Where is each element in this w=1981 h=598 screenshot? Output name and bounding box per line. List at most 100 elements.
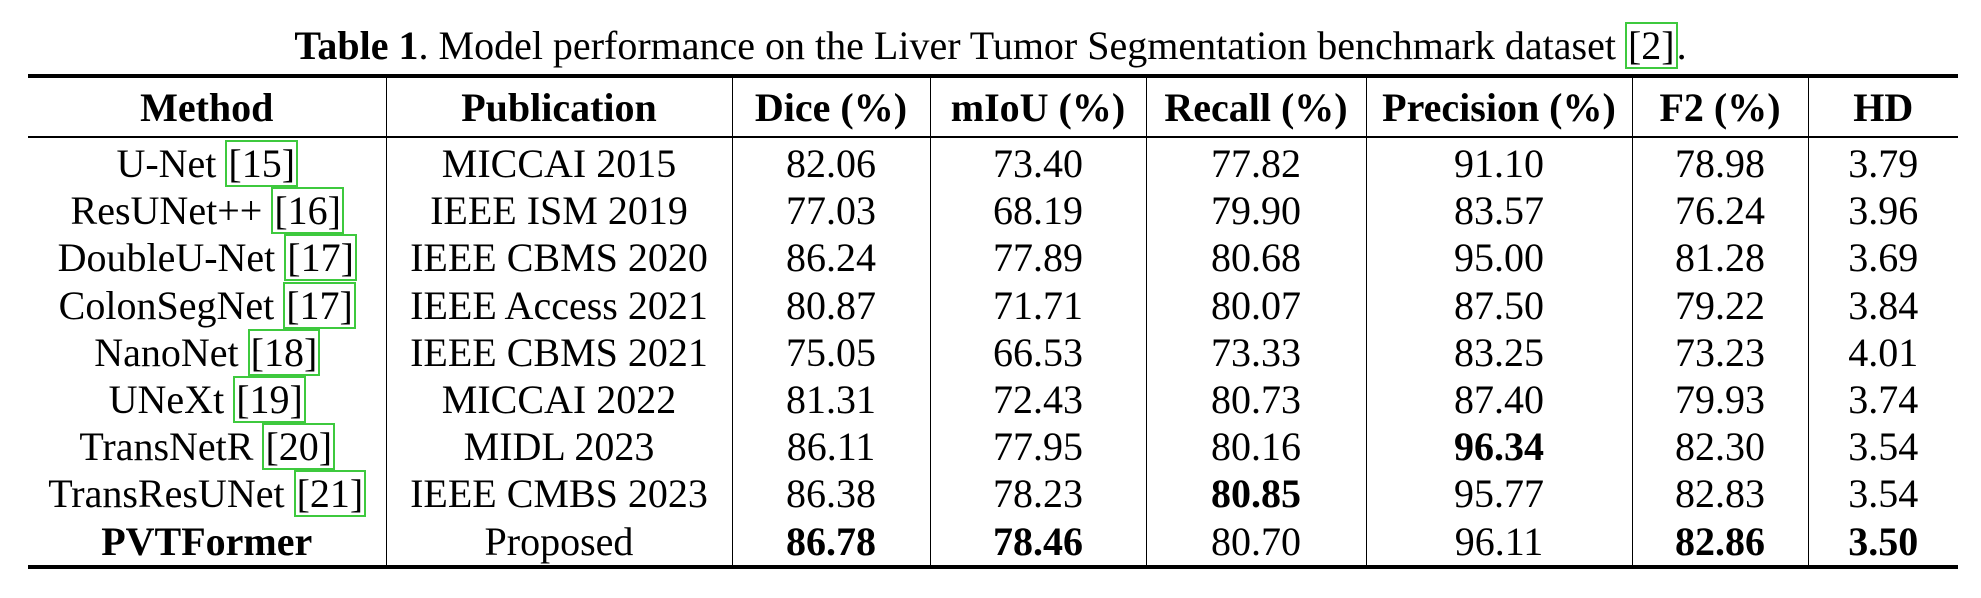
caption-citation-link[interactable]: [2]: [1624, 22, 1678, 69]
table-body: U-Net [15] MICCAI 2015 82.06 73.40 77.82 91.1…: [28, 137, 1958, 567]
method-name: TransNetR: [79, 424, 254, 470]
precision-cell: 83.25: [1365, 328, 1632, 376]
method-cell: TransResUNet [21]: [28, 470, 386, 518]
column-header-publication: Publication: [385, 76, 732, 138]
miou-cell: 77.95: [929, 423, 1146, 471]
f2-cell: 82.86: [1631, 517, 1808, 567]
citation-link[interactable]: [16]: [271, 187, 344, 235]
precision-cell: 87.50: [1365, 281, 1632, 329]
recall-cell: 80.16: [1145, 423, 1366, 471]
citation-link[interactable]: [17]: [284, 234, 357, 282]
citation-link[interactable]: [17]: [283, 281, 356, 329]
f2-cell: 82.30: [1631, 423, 1808, 471]
method-cell: ColonSegNet [17]: [28, 281, 386, 329]
column-header-miou: mIoU (%): [929, 76, 1146, 138]
f2-cell: 79.22: [1631, 281, 1808, 329]
method-cell: DoubleU-Net [17]: [28, 234, 386, 282]
citation-link[interactable]: [19]: [233, 376, 306, 424]
publication-cell: Proposed: [385, 517, 732, 567]
hd-cell: 3.54: [1807, 470, 1958, 518]
precision-cell: 96.11: [1365, 517, 1632, 567]
recall-cell: 80.68: [1145, 234, 1366, 282]
hd-cell: 4.01: [1807, 328, 1958, 376]
f2-cell: 79.93: [1631, 375, 1808, 424]
method-cell: U-Net [15]: [28, 137, 386, 188]
publication-cell: MIDL 2023: [385, 423, 732, 471]
table-row: U-Net [15] MICCAI 2015 82.06 73.40 77.82 91.1…: [28, 137, 1958, 188]
recall-cell: 80.07: [1145, 281, 1366, 329]
precision-cell: 87.40: [1365, 375, 1632, 424]
recall-cell: 80.85: [1145, 470, 1366, 518]
method-name: ResUNet++: [70, 188, 263, 234]
publication-cell: MICCAI 2015: [385, 137, 732, 188]
recall-cell: 77.82: [1145, 137, 1366, 188]
publication-cell: IEEE ISM 2019: [385, 187, 732, 235]
publication-cell: IEEE CMBS 2023: [385, 470, 732, 518]
table-row: PVTFormer Proposed 86.78 78.46 80.70 96.11 82.…: [28, 517, 1958, 567]
method-cell: PVTFormer: [28, 518, 386, 567]
precision-cell: 83.57: [1365, 187, 1632, 235]
dice-cell: 75.05: [731, 328, 930, 376]
method-cell: NanoNet [18]: [28, 328, 386, 376]
method-name: U-Net: [116, 141, 217, 187]
method-cell: TransNetR [20]: [28, 423, 386, 471]
column-header-f2: F2 (%): [1631, 76, 1808, 138]
miou-cell: 78.46: [929, 517, 1146, 567]
hd-cell: 3.79: [1807, 137, 1958, 188]
citation-link[interactable]: [15]: [225, 140, 299, 188]
table-row: TransNetR [20] MIDL 2023 86.11 77.95 80.16 96…: [28, 423, 1958, 471]
f2-cell: 81.28: [1631, 234, 1808, 282]
recall-cell: 80.70: [1145, 517, 1366, 567]
miou-cell: 77.89: [929, 234, 1146, 282]
table-header-row: Method Publication Dice (%) mIoU (%) Rec…: [28, 76, 1958, 138]
precision-cell: 91.10: [1365, 137, 1632, 188]
miou-cell: 68.19: [929, 187, 1146, 235]
miou-cell: 71.71: [929, 281, 1146, 329]
publication-cell: IEEE CBMS 2020: [385, 234, 732, 282]
dice-cell: 80.87: [731, 281, 930, 329]
dice-cell: 86.78: [731, 517, 930, 567]
miou-cell: 73.40: [929, 137, 1146, 188]
caption-text: . Model performance on the Liver Tumor S…: [418, 23, 1626, 68]
recall-cell: 79.90: [1145, 187, 1366, 235]
publication-cell: IEEE CBMS 2021: [385, 328, 732, 376]
table-row: DoubleU-Net [17] IEEE CBMS 2020 86.24 77.89…: [28, 234, 1958, 282]
column-header-dice: Dice (%): [731, 76, 930, 138]
precision-cell: 95.77: [1365, 470, 1632, 518]
recall-cell: 73.33: [1145, 328, 1366, 376]
caption-end: .: [1676, 23, 1687, 68]
publication-cell: IEEE Access 2021: [385, 281, 732, 329]
method-name: PVTFormer: [101, 518, 313, 564]
table-row: TransResUNet [21] IEEE CMBS 2023 86.38 78.2…: [28, 470, 1958, 518]
table-row: NanoNet [18] IEEE CBMS 2021 75.05 66.53 73.3…: [28, 328, 1958, 376]
miou-cell: 66.53: [929, 328, 1146, 376]
dice-cell: 86.24: [731, 234, 930, 282]
hd-cell: 3.84: [1807, 281, 1958, 329]
hd-cell: 3.69: [1807, 234, 1958, 282]
column-header-recall: Recall (%): [1145, 76, 1366, 138]
miou-cell: 72.43: [929, 375, 1146, 424]
hd-cell: 3.54: [1807, 423, 1958, 471]
table-row: UNeXt [19] MICCAI 2022 81.31 72.43 80.73 87.4…: [28, 375, 1958, 424]
column-header-precision: Precision (%): [1365, 76, 1632, 138]
results-table: Method Publication Dice (%) mIoU (%) Rec…: [28, 74, 1958, 569]
hd-cell: 3.50: [1807, 517, 1958, 567]
column-header-hd: HD: [1807, 76, 1958, 138]
method-cell: ResUNet++ [16]: [28, 187, 386, 235]
method-name: DoubleU-Net: [57, 235, 276, 281]
caption-label: Table 1: [294, 23, 419, 68]
dice-cell: 77.03: [731, 187, 930, 235]
citation-link[interactable]: [20]: [262, 423, 336, 471]
method-name: TransResUNet: [48, 471, 285, 517]
precision-cell: 96.34: [1365, 423, 1632, 471]
citation-link[interactable]: [21]: [293, 470, 367, 518]
citation-link[interactable]: [18]: [247, 328, 321, 376]
hd-cell: 3.96: [1807, 187, 1958, 235]
f2-cell: 82.83: [1631, 470, 1808, 518]
method-name: ColonSegNet: [58, 282, 275, 328]
dice-cell: 86.38: [731, 470, 930, 518]
f2-cell: 73.23: [1631, 328, 1808, 376]
f2-cell: 76.24: [1631, 187, 1808, 235]
table-row: ResUNet++ [16] IEEE ISM 2019 77.03 68.19 79.…: [28, 187, 1958, 235]
